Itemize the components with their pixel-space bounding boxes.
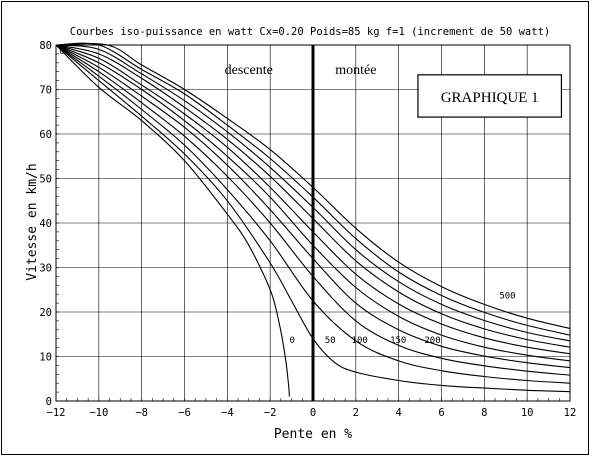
graphique-label: GRAPHIQUE 1 [441, 90, 539, 106]
graphique-label-box [417, 74, 563, 118]
curve-label: 100 [352, 336, 368, 346]
x-tick-label: 10 [521, 407, 534, 419]
x-tick-label: 8 [481, 407, 487, 419]
region-label-montee: montée [335, 63, 376, 78]
region-label-descente: descente [225, 63, 273, 78]
curve-label: 200 [424, 336, 440, 346]
y-tick-label: 30 [39, 263, 52, 275]
x-tick-label: −4 [221, 407, 234, 419]
x-tick-label: −12 [47, 407, 66, 419]
curve-label: 150 [390, 336, 406, 346]
curve-label: 0 [289, 336, 294, 346]
curve-label: 0 [59, 47, 64, 57]
x-tick-label: 12 [564, 407, 577, 419]
y-tick-label: 50 [39, 174, 52, 186]
x-tick-label: −8 [135, 407, 148, 419]
curve-labels: 0 50 100 150 200 500 0 [59, 47, 515, 346]
curve-label: 50 [325, 336, 336, 346]
y-tick-label: 60 [39, 129, 52, 141]
y-tick-label: 80 [39, 40, 52, 52]
y-tick-label: 70 [39, 85, 52, 97]
y-tick-label: 40 [39, 218, 52, 230]
x-tick-label: −6 [178, 407, 191, 419]
x-tick-label: 4 [396, 407, 402, 419]
tick-labels: −12 −10 −8 −6 −4 −2 0 2 4 6 8 10 12 0 10 20 30 40 50 60 70 80 [39, 40, 576, 419]
x-tick-label: 6 [438, 407, 444, 419]
x-tick-label: 0 [310, 407, 316, 419]
chart-title: Courbes iso-puissance en watt Cx=0.20 Po… [70, 26, 550, 38]
y-axis-label: Vitesse en km/h [25, 163, 40, 280]
y-tick-label: 0 [46, 396, 52, 408]
curve-label: 500 [499, 292, 515, 302]
x-axis-label: Pente en % [274, 427, 352, 442]
x-tick-label: −2 [264, 407, 277, 419]
x-tick-label: −10 [89, 407, 108, 419]
x-tick-label: 2 [353, 407, 359, 419]
y-tick-label: 20 [39, 307, 52, 319]
series-line-0w [55, 44, 290, 397]
y-tick-label: 10 [39, 352, 52, 364]
